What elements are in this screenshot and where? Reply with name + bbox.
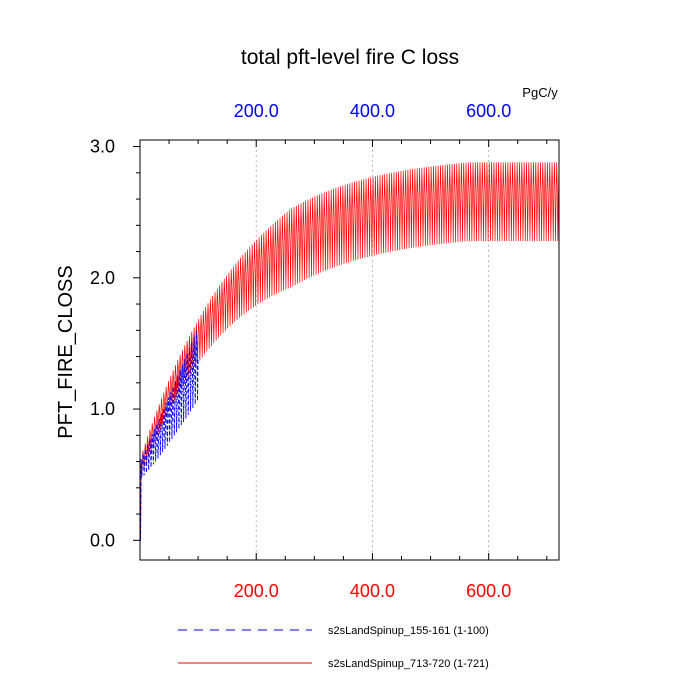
x-tick-label-bottom-600: 600.0 (466, 581, 511, 601)
axis-layer: 200.0 200.0 400.0 400.0 600.0 600.0 0.0 1.0 2.0 3… (90, 101, 548, 601)
legend: s2sLandSpinup_155-161 (1-100) s2sLandSpin… (178, 625, 489, 670)
y-axis-label: PFT_FIRE_CLOSS (55, 265, 77, 438)
series-line-1 (140, 330, 199, 541)
y-tick-label-3: 3.0 (90, 137, 115, 157)
x-tick-label-top-400: 400.0 (350, 101, 395, 121)
units-label: PgC/y (522, 85, 558, 100)
x-tick-label-bottom-200: 200.0 (234, 581, 279, 601)
y-tick-label-1: 1.0 (90, 399, 115, 419)
legend-label-1: s2sLandSpinup_155-161 (1-100) (328, 625, 489, 637)
y-tick-label-0: 0.0 (90, 530, 115, 550)
plot-frame (139, 139, 560, 561)
x-tick-label-bottom-400: 400.0 (350, 581, 395, 601)
chart-title: total pft-level fire C loss (241, 46, 459, 69)
x-tick-label-top-200: 200.0 (234, 101, 279, 121)
series-layer (140, 162, 560, 541)
x-tick-label-top-600: 600.0 (466, 101, 511, 121)
y-tick-label-2: 2.0 (90, 268, 115, 288)
series-line-2 (140, 162, 560, 541)
legend-label-2: s2sLandSpinup_713-720 (1-721) (328, 658, 489, 670)
